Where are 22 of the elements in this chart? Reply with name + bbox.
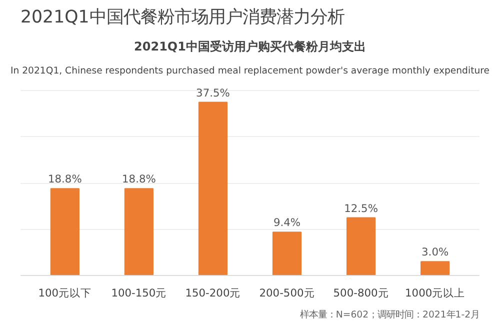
- bar: [272, 232, 302, 276]
- x-tick-label: 1000元以上: [405, 286, 466, 300]
- text: 样本量：N=602；调研时间：2021年1-2月: [300, 310, 480, 320]
- bar: [198, 102, 228, 276]
- chart-subtitle: 2021Q1中国受访用户购买代餐粉月均支出: [134, 40, 366, 54]
- text: In 2021Q1, Chinese respondents purchased meal replacement powder's average monthly expenditure: [10, 66, 490, 76]
- x-tick-label: 100元以下: [38, 286, 92, 300]
- bar: [124, 188, 154, 276]
- bar: [420, 261, 450, 276]
- data-label: 3.0%: [422, 246, 449, 259]
- bar: [50, 188, 80, 276]
- x-tick-label: 500-800元: [333, 286, 389, 300]
- x-tick-label: 200-500元: [259, 286, 315, 300]
- x-tick-label: 100-150元: [111, 286, 167, 300]
- data-label: 18.8%: [48, 172, 82, 186]
- x-tick-label: 150-200元: [185, 286, 241, 300]
- data-label: 37.5%: [196, 86, 230, 100]
- data-label: 18.8%: [122, 172, 156, 186]
- data-label: 12.5%: [344, 202, 378, 215]
- data-label: 9.4%: [273, 216, 301, 230]
- bar: [346, 217, 376, 276]
- chart-title: 2021Q1中国代餐粉市场用户消费潜力分析: [20, 8, 344, 28]
